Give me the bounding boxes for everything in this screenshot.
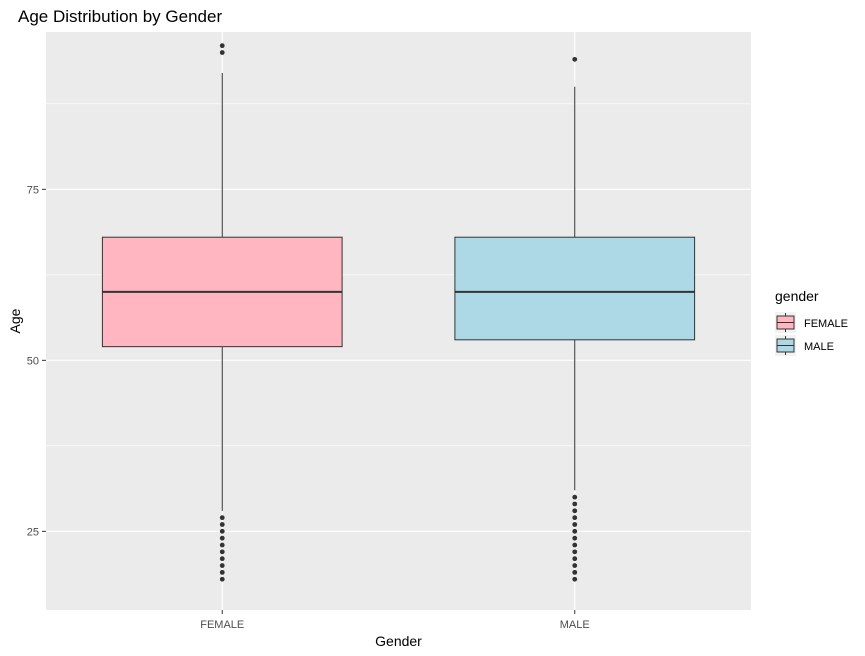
- chart-title: Age Distribution by Gender: [18, 7, 222, 26]
- outlier-point: [572, 576, 578, 582]
- iqr-box: [454, 236, 696, 341]
- outlier-point: [219, 515, 225, 521]
- x-tick-label: MALE: [560, 619, 590, 631]
- box-male: [454, 56, 696, 582]
- box-female: [101, 43, 343, 582]
- outlier-point: [219, 528, 225, 534]
- outlier-point: [572, 556, 578, 562]
- outlier-point: [219, 535, 225, 541]
- outlier-point: [219, 569, 225, 575]
- legend-label: FEMALE: [804, 318, 848, 330]
- outlier-point: [572, 494, 578, 500]
- outlier-point: [572, 542, 578, 548]
- outlier-point: [219, 549, 225, 555]
- x-axis-title: Gender: [375, 633, 422, 649]
- legend-item-male: MALE: [775, 335, 834, 356]
- outlier-point: [219, 556, 225, 562]
- outlier-point: [572, 528, 578, 534]
- outlier-point: [219, 563, 225, 568]
- axis-layer: 25 50 75 FEMALE MALE: [27, 184, 590, 631]
- outlier-point: [572, 563, 578, 568]
- outlier-point: [572, 501, 578, 507]
- outlier-point: [572, 508, 578, 514]
- legend: gender FEMALE MALE: [775, 288, 848, 356]
- outlier-point: [572, 549, 578, 555]
- outlier-point: [219, 522, 225, 527]
- outlier-point: [219, 43, 225, 49]
- outlier-point: [572, 515, 578, 521]
- y-tick-label: 50: [27, 355, 39, 367]
- y-axis-title: Age: [7, 308, 23, 333]
- outlier-point: [219, 542, 225, 548]
- outlier-point: [219, 576, 225, 582]
- x-tick-label: FEMALE: [200, 619, 244, 631]
- y-tick-label: 75: [27, 184, 39, 196]
- legend-item-female: FEMALE: [775, 312, 848, 333]
- outlier-point: [572, 522, 578, 527]
- y-tick-label: 25: [27, 526, 39, 538]
- outlier-point: [572, 535, 578, 541]
- outlier-point: [572, 569, 578, 575]
- outlier-point: [572, 56, 578, 62]
- legend-title: gender: [775, 288, 819, 304]
- legend-items: FEMALE MALE: [775, 312, 848, 356]
- outlier-point: [219, 50, 225, 55]
- legend-label: MALE: [804, 341, 834, 353]
- boxes-layer: [101, 43, 696, 582]
